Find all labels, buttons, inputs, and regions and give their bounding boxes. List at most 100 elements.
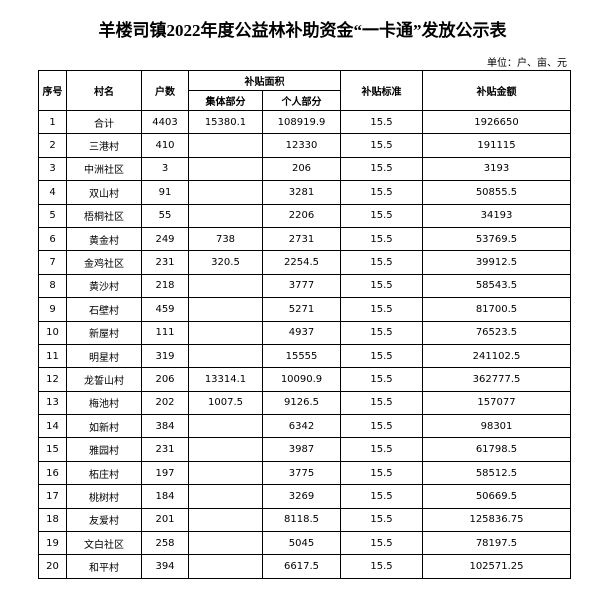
table-cell: 157077 <box>422 390 571 416</box>
table-cell: 91 <box>141 180 189 205</box>
table-cell <box>188 414 263 439</box>
table-cell: 和平村 <box>66 554 142 579</box>
table-cell: 黄沙村 <box>66 273 142 299</box>
table-row: 7 金鸡社区 231 320.5 2254.5 15.5 39912.5 <box>38 250 571 275</box>
table-cell: 12 <box>38 367 67 392</box>
table-cell: 6342 <box>262 414 341 439</box>
table-cell: 231 <box>141 250 189 275</box>
table-cell: 5 <box>38 203 67 228</box>
table-row: 14 如新村 384 6342 15.5 98301 <box>38 414 571 439</box>
table-cell: 8118.5 <box>262 507 341 533</box>
table-cell: 249 <box>141 226 189 252</box>
table-cell: 3 <box>38 156 67 182</box>
table-cell <box>188 437 263 462</box>
table-cell: 15.5 <box>340 343 423 369</box>
table-cell: 394 <box>141 554 189 579</box>
table-cell: 4403 <box>141 109 189 135</box>
table-cell <box>188 273 263 299</box>
table-cell: 15380.1 <box>188 109 263 135</box>
table-row: 1 合计 4403 15380.1 108919.9 15.5 1926650 <box>38 109 571 135</box>
header-cell: 个人部分 <box>262 90 341 111</box>
table-cell: 15555 <box>262 343 341 369</box>
header-cell: 补贴面积 <box>188 70 341 91</box>
table-cell: 15.5 <box>340 250 423 275</box>
table-row: 17 桃树村 184 3269 15.5 50669.5 <box>38 484 571 509</box>
table-cell: 7 <box>38 250 67 275</box>
table-cell: 15.5 <box>340 320 423 345</box>
table-cell: 15.5 <box>340 507 423 533</box>
table-cell: 15.5 <box>340 203 423 228</box>
table-cell: 410 <box>141 133 189 158</box>
table-cell: 202 <box>141 390 189 416</box>
table-cell: 2731 <box>262 226 341 252</box>
table-cell: 15.5 <box>340 133 423 158</box>
table-cell: 15.5 <box>340 414 423 439</box>
table-cell: 20 <box>38 554 67 579</box>
table-cell: 石壁村 <box>66 297 142 322</box>
table-row: 3 中洲社区 3 206 15.5 3193 <box>38 156 571 182</box>
table-cell <box>188 554 263 579</box>
table-row: 5 梧桐社区 55 2206 15.5 34193 <box>38 203 571 228</box>
table-cell: 10090.9 <box>262 367 341 392</box>
table-cell: 1007.5 <box>188 390 263 416</box>
table-cell: 8 <box>38 273 67 299</box>
table-cell: 15.5 <box>340 531 423 556</box>
table-cell: 18 <box>38 507 67 533</box>
table-row: 6 黄金村 249 738 2731 15.5 53769.5 <box>38 226 571 252</box>
table-cell: 241102.5 <box>422 343 571 369</box>
table-cell: 15.5 <box>340 390 423 416</box>
table-cell <box>188 156 263 182</box>
table-cell: 15.5 <box>340 156 423 182</box>
table-cell: 柘庄村 <box>66 460 142 486</box>
table-cell <box>188 484 263 509</box>
table-row: 8 黄沙村 218 3777 15.5 58543.5 <box>38 273 571 299</box>
unit-note: 单位：户、亩、元 <box>487 58 567 69</box>
table-cell: 9 <box>38 297 67 322</box>
table-cell: 3193 <box>422 156 571 182</box>
table-cell: 4937 <box>262 320 341 345</box>
table-cell: 15.5 <box>340 484 423 509</box>
table-cell: 友爱村 <box>66 507 142 533</box>
table-row: 13 梅池村 202 1007.5 9126.5 15.5 157077 <box>38 390 571 416</box>
table-cell: 14 <box>38 414 67 439</box>
table-cell: 384 <box>141 414 189 439</box>
table-cell: 合计 <box>66 109 142 135</box>
table-cell: 三港村 <box>66 133 142 158</box>
table-cell: 206 <box>262 156 341 182</box>
table-cell <box>188 343 263 369</box>
table-cell <box>188 531 263 556</box>
table-cell: 98301 <box>422 414 571 439</box>
table-cell <box>188 297 263 322</box>
table-cell: 明星村 <box>66 343 142 369</box>
table-cell: 3987 <box>262 437 341 462</box>
table-cell <box>188 180 263 205</box>
table-cell: 11 <box>38 343 67 369</box>
table-cell: 34193 <box>422 203 571 228</box>
table-cell: 58543.5 <box>422 273 571 299</box>
table-cell: 319 <box>141 343 189 369</box>
table-cell: 桃树村 <box>66 484 142 509</box>
table-cell: 3 <box>141 156 189 182</box>
table-cell: 102571.25 <box>422 554 571 579</box>
header-cell: 村名 <box>66 70 142 111</box>
table-cell: 738 <box>188 226 263 252</box>
header-cell: 户数 <box>141 70 189 111</box>
table-cell: 5271 <box>262 297 341 322</box>
table-cell: 81700.5 <box>422 297 571 322</box>
table-cell: 19 <box>38 531 67 556</box>
table-cell <box>188 203 263 228</box>
table-row: 19 文白社区 258 5045 15.5 78197.5 <box>38 531 571 556</box>
table-row: 12 龙誓山村 206 13314.1 10090.9 15.5 362777.5 <box>38 367 571 392</box>
table-cell: 108919.9 <box>262 109 341 135</box>
header-cell: 补贴标准 <box>340 70 423 111</box>
table-cell: 76523.5 <box>422 320 571 345</box>
table-cell: 258 <box>141 531 189 556</box>
table-cell: 金鸡社区 <box>66 250 142 275</box>
table-cell <box>188 460 263 486</box>
header-cell: 集体部分 <box>188 90 263 111</box>
header-cell: 补贴金额 <box>422 70 571 111</box>
table-cell: 58512.5 <box>422 460 571 486</box>
table-cell: 6 <box>38 226 67 252</box>
table-cell: 3269 <box>262 484 341 509</box>
